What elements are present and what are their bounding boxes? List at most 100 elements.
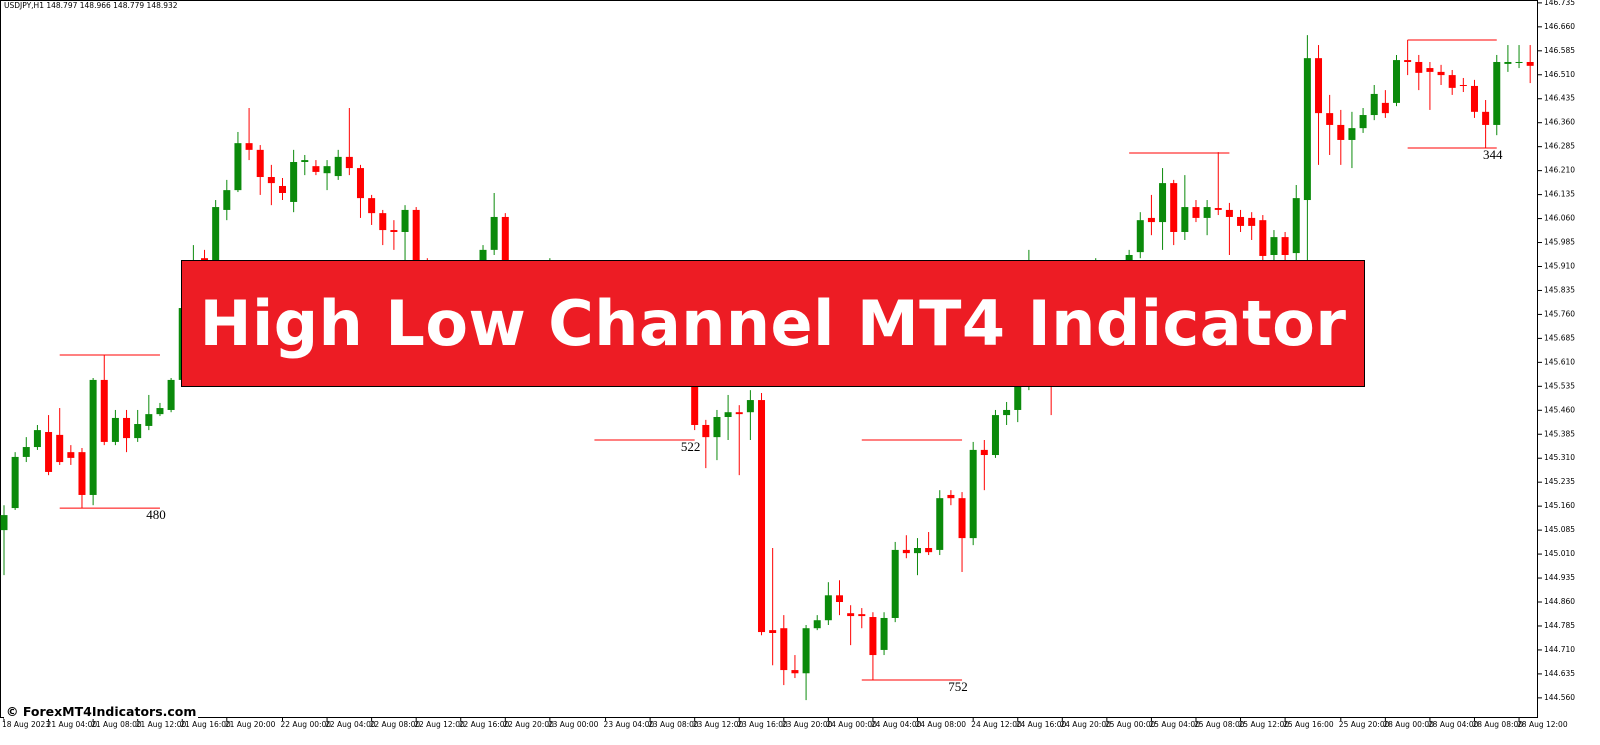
candle-body xyxy=(290,162,298,202)
x-tick-label: 21 Aug 20:00 xyxy=(225,720,276,729)
y-tick-label: 145.985 xyxy=(1544,238,1575,247)
y-tick-label: 145.235 xyxy=(1544,477,1575,486)
candle-body xyxy=(167,379,175,410)
y-tick-label: 146.360 xyxy=(1544,118,1575,127)
title-banner: High Low Channel MT4 Indicator xyxy=(181,260,1365,387)
x-tick-label: 25 Aug 12:00 xyxy=(1239,720,1290,729)
candle-body xyxy=(1170,183,1178,232)
candle-body xyxy=(78,452,86,495)
candle-body xyxy=(1270,237,1278,255)
x-tick-label: 22 Aug 00:00 xyxy=(281,720,332,729)
x-tick-label: 21 Aug 12:00 xyxy=(136,720,187,729)
y-tick-label: 146.660 xyxy=(1544,22,1575,31)
x-tick-label: 24 Aug 04:00 xyxy=(871,720,922,729)
candle-body xyxy=(813,620,821,629)
x-tick-label: 25 Aug 08:00 xyxy=(1194,720,1245,729)
candle-body xyxy=(1014,385,1022,410)
candle-body xyxy=(936,498,944,550)
candle-body xyxy=(1470,85,1478,112)
y-tick-label: 146.735 xyxy=(1544,0,1575,7)
x-tick-label: 22 Aug 08:00 xyxy=(370,720,421,729)
candle-body xyxy=(1303,58,1311,201)
x-tick-label: 24 Aug 16:00 xyxy=(1016,720,1067,729)
candle-body xyxy=(134,424,142,439)
y-tick-label: 146.585 xyxy=(1544,46,1575,55)
candle-body xyxy=(1393,60,1400,103)
x-tick-label: 25 Aug 20:00 xyxy=(1339,720,1390,729)
candle-body xyxy=(56,434,64,463)
candle-body xyxy=(123,417,131,439)
candle-body xyxy=(356,168,364,199)
candle-body xyxy=(802,628,810,674)
candle-body xyxy=(67,452,75,458)
x-tick-label: 24 Aug 08:00 xyxy=(915,720,966,729)
candle-body xyxy=(33,430,41,448)
candle-body xyxy=(824,595,832,621)
candle-body xyxy=(925,548,933,553)
candle-body xyxy=(769,630,777,634)
candle-body xyxy=(22,447,30,457)
candle-body xyxy=(11,456,19,509)
channel-label: 752 xyxy=(948,679,968,694)
candle-body xyxy=(1292,198,1300,254)
y-tick-label: 144.560 xyxy=(1544,693,1575,702)
candle-body xyxy=(1370,93,1378,116)
candle-body xyxy=(323,166,331,174)
candle-body xyxy=(1159,183,1167,223)
candle-body xyxy=(390,230,398,232)
candle-body xyxy=(45,432,53,472)
candle-body xyxy=(758,400,766,633)
candle-body xyxy=(1359,115,1367,129)
y-tick-label: 145.760 xyxy=(1544,309,1575,318)
candle-body xyxy=(1136,220,1144,253)
y-tick-label: 146.060 xyxy=(1544,214,1575,223)
candle-body xyxy=(111,417,119,442)
y-tick-label: 145.010 xyxy=(1544,549,1575,558)
candle-body xyxy=(724,412,732,417)
candle-body xyxy=(1426,68,1434,72)
x-tick-label: 24 Aug 12:00 xyxy=(971,720,1022,729)
candle-body xyxy=(880,617,888,650)
y-tick-label: 144.860 xyxy=(1544,597,1575,606)
candle-body xyxy=(1237,216,1245,226)
y-tick-label: 145.535 xyxy=(1544,381,1575,390)
candle-body xyxy=(312,166,320,172)
x-tick-label: 28 Aug 08:00 xyxy=(1472,720,1523,729)
y-tick-label: 145.310 xyxy=(1544,453,1575,462)
y-tick-label: 145.460 xyxy=(1544,405,1575,414)
candle-body xyxy=(980,449,988,456)
candle-body xyxy=(1326,113,1334,125)
candle-body xyxy=(1415,61,1423,73)
candle-body xyxy=(379,213,387,231)
candle-body xyxy=(1225,209,1233,217)
x-tick-label: 24 Aug 00:00 xyxy=(826,720,877,729)
candle-body xyxy=(212,207,220,269)
watermark: © ForexMT4Indicators.com xyxy=(4,704,199,719)
candle-body xyxy=(89,379,97,495)
x-tick-label: 22 Aug 20:00 xyxy=(503,720,554,729)
y-tick-label: 146.435 xyxy=(1544,94,1575,103)
candle-body xyxy=(490,216,498,250)
candle-body xyxy=(279,185,286,194)
candle-body xyxy=(1504,61,1512,64)
candle-body xyxy=(713,416,721,438)
candle-body xyxy=(412,209,420,265)
channel-label: 480 xyxy=(146,507,166,522)
x-tick-label: 23 Aug 04:00 xyxy=(604,720,655,729)
candle-body xyxy=(1459,84,1467,86)
candle-body xyxy=(1281,237,1289,255)
candle-body xyxy=(1337,124,1345,140)
y-tick-label: 144.785 xyxy=(1544,621,1575,630)
x-tick-label: 23 Aug 00:00 xyxy=(548,720,599,729)
y-tick-label: 145.910 xyxy=(1544,261,1575,270)
candle-body xyxy=(1003,409,1011,416)
y-tick-label: 145.685 xyxy=(1544,333,1575,342)
x-tick-label: 18 Aug 2023 xyxy=(2,720,50,729)
candle-body xyxy=(891,549,899,618)
y-tick-label: 146.135 xyxy=(1544,190,1575,199)
candle-body xyxy=(401,209,409,232)
candle-body xyxy=(345,156,353,169)
channel-label: 522 xyxy=(681,439,701,454)
x-tick-label: 21 Aug 08:00 xyxy=(91,720,142,729)
